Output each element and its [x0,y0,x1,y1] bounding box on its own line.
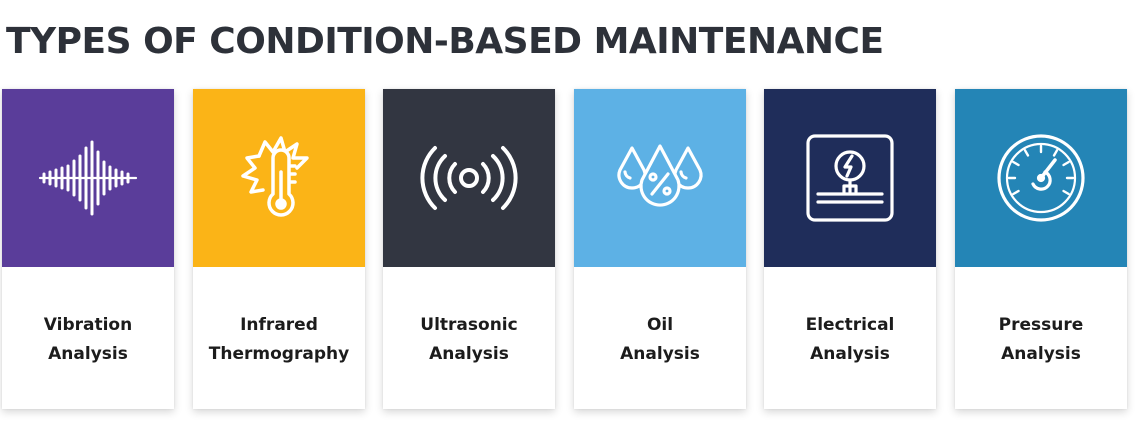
oil-drops-icon [617,144,703,207]
page-title: TYPES OF CONDITION-BASED MAINTENANCE [6,21,884,62]
card-tile [955,89,1127,267]
card-pressure-analysis: Pressure Analysis [955,89,1127,409]
card-label-line2: Analysis [1001,344,1081,364]
sound-wave-icon [38,140,138,216]
electrical-panel-icon [806,134,894,222]
card-tile [383,89,555,267]
card-label-line1: Pressure [998,315,1084,335]
card-label-line2: Analysis [620,344,700,364]
card-label-line1: Ultrasonic [420,315,518,335]
card-label: Oil Analysis [574,267,746,409]
maintenance-types: Vibration Analysis [2,89,1138,409]
thermometer-icon [241,136,309,217]
card-electrical-analysis: Electrical Analysis [764,89,936,409]
card-label-line1: Oil [646,315,674,335]
card-oil-analysis: Oil Analysis [574,89,746,409]
ultrasonic-signal-icon [420,146,518,210]
card-label-line1: Electrical [805,315,895,335]
card-label-line2: Analysis [429,344,509,364]
card-label-line1: Vibration [43,315,133,335]
card-ultrasonic-analysis: Ultrasonic Analysis [383,89,555,409]
card-label-line2: Analysis [48,344,128,364]
card-label: Infrared Thermography [193,267,365,409]
card-tile [2,89,174,267]
card-label-line2: Analysis [810,344,890,364]
card-label: Ultrasonic Analysis [383,267,555,409]
card-tile [574,89,746,267]
card-tile [193,89,365,267]
card-vibration-analysis: Vibration Analysis [2,89,174,409]
card-label: Electrical Analysis [764,267,936,409]
card-infrared-thermography: Infrared Thermography [193,89,365,409]
card-label-line2: Thermography [208,344,350,364]
pressure-gauge-icon [997,134,1085,222]
card-tile [764,89,936,267]
card-label: Pressure Analysis [955,267,1127,409]
card-label-line1: Infrared [240,315,318,335]
card-label: Vibration Analysis [2,267,174,409]
